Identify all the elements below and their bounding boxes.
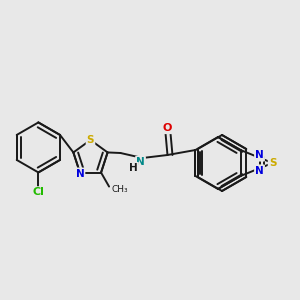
Text: Cl: Cl (32, 188, 44, 197)
Text: S: S (269, 158, 276, 168)
Text: CH₃: CH₃ (111, 185, 128, 194)
Text: N: N (255, 151, 264, 160)
Text: N: N (76, 169, 84, 178)
Text: N: N (136, 157, 145, 167)
Text: H: H (129, 163, 138, 173)
Text: S: S (87, 135, 94, 145)
Text: N: N (255, 166, 264, 176)
Text: O: O (163, 123, 172, 133)
